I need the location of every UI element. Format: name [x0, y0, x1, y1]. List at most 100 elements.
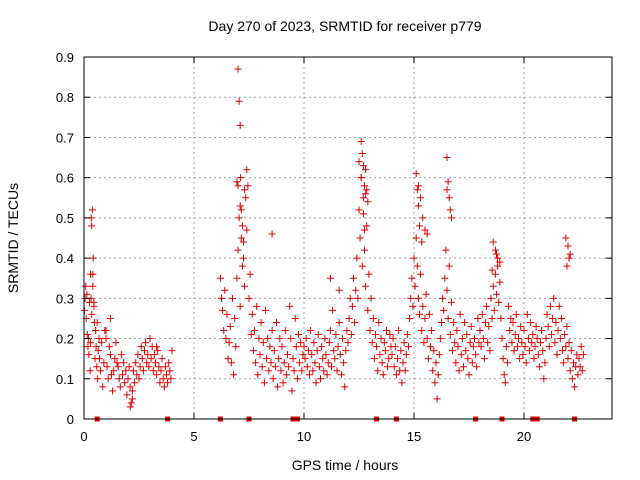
data-point	[427, 343, 434, 351]
data-point	[246, 270, 254, 278]
y-tick-label: 0.5	[56, 211, 74, 226]
data-point	[381, 347, 389, 355]
data-point	[575, 355, 583, 363]
data-point	[520, 327, 528, 335]
data-point	[259, 339, 267, 347]
data-point	[373, 343, 381, 351]
data-point	[369, 314, 377, 322]
data-point	[82, 282, 90, 290]
data-point	[315, 363, 323, 371]
y-tick-label: 0.6	[56, 171, 74, 186]
data-point	[321, 335, 329, 343]
data-point	[260, 379, 268, 387]
data-point	[103, 363, 111, 371]
data-point	[284, 351, 291, 359]
data-point	[556, 335, 564, 343]
data-point	[433, 395, 441, 403]
data-point	[335, 286, 343, 294]
data-point	[229, 294, 236, 302]
data-point	[222, 335, 230, 343]
data-point	[519, 351, 527, 359]
data-point	[498, 335, 506, 343]
data-point	[570, 359, 577, 367]
y-tick-label: 0.8	[56, 90, 74, 105]
data-point	[475, 339, 483, 347]
data-point	[155, 363, 163, 371]
data-point	[119, 371, 126, 379]
data-point	[561, 331, 569, 339]
data-point	[166, 367, 174, 375]
data-point	[88, 222, 96, 230]
data-point	[314, 331, 322, 339]
data-point	[501, 379, 509, 387]
x-axis-label: GPS time / hours	[292, 457, 399, 473]
data-point	[390, 363, 398, 371]
data-point	[248, 310, 256, 318]
data-point	[451, 339, 459, 347]
data-point	[483, 302, 491, 310]
data-point	[538, 327, 546, 335]
data-point	[447, 298, 455, 306]
data-point	[540, 375, 548, 383]
data-point	[266, 343, 274, 351]
data-point	[218, 294, 225, 302]
data-point	[223, 310, 231, 318]
data-point	[282, 371, 290, 379]
data-point	[224, 355, 232, 363]
data-point	[236, 202, 244, 210]
data-point	[444, 314, 452, 322]
data-point	[450, 318, 458, 326]
data-point	[434, 371, 442, 379]
data-point	[358, 262, 366, 270]
y-axis-ticks: 0 0.1 0.2 0.3 0.4 0.5 0.6 0.7 0.8 0.9	[56, 50, 612, 427]
data-point	[413, 262, 421, 270]
data-point	[167, 375, 175, 383]
data-point	[128, 387, 136, 395]
data-point	[105, 343, 113, 351]
data-point	[479, 335, 487, 343]
data-point	[122, 367, 130, 375]
data-point	[468, 359, 476, 367]
data-point	[127, 399, 135, 407]
data-point	[342, 347, 350, 355]
data-points	[80, 65, 587, 411]
data-point	[400, 339, 408, 347]
data-point	[560, 359, 568, 367]
data-point	[290, 367, 298, 375]
data-point	[318, 343, 326, 351]
data-point	[549, 314, 557, 322]
data-point	[233, 178, 241, 186]
data-point	[123, 391, 131, 399]
data-point	[496, 258, 504, 266]
data-point	[152, 359, 159, 367]
data-point	[296, 359, 304, 367]
data-point	[533, 335, 541, 343]
data-point	[460, 363, 467, 371]
data-point	[141, 347, 148, 355]
data-point	[477, 343, 485, 351]
data-point	[577, 343, 585, 351]
data-point	[401, 367, 409, 375]
data-point	[388, 351, 396, 359]
data-point	[256, 351, 264, 359]
data-point	[343, 327, 351, 335]
data-point	[106, 314, 114, 322]
data-point	[160, 383, 168, 391]
data-point	[464, 355, 472, 363]
data-point	[414, 202, 422, 210]
data-point	[236, 302, 244, 310]
data-point	[302, 335, 310, 343]
data-point	[407, 294, 415, 302]
data-point	[416, 222, 423, 230]
data-point	[312, 379, 320, 387]
x-tick-label: 15	[407, 429, 421, 444]
data-point	[518, 339, 526, 347]
data-point	[353, 254, 361, 262]
data-point	[539, 347, 547, 355]
data-point	[232, 343, 240, 351]
data-point	[237, 174, 245, 182]
data-point	[472, 351, 480, 359]
data-point	[93, 363, 101, 371]
data-point	[281, 327, 289, 335]
data-point	[491, 270, 499, 278]
